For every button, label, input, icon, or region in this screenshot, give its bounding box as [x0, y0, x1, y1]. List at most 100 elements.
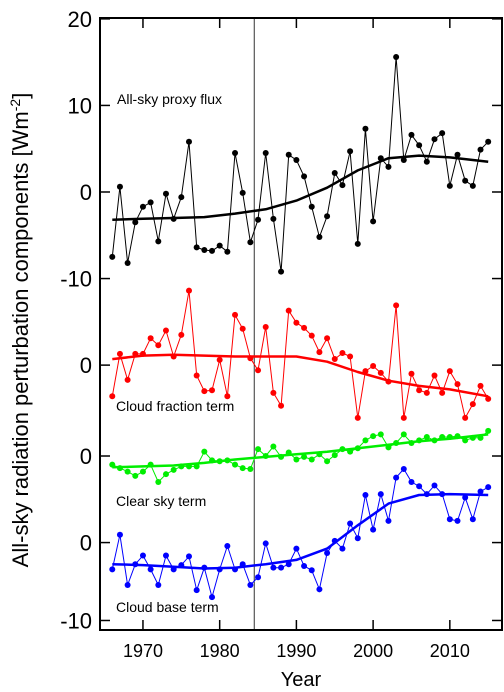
data-point: [485, 427, 492, 434]
data-point: [393, 53, 400, 60]
data-point: [255, 216, 262, 223]
x-tick-label: 1980: [200, 641, 240, 661]
data-point: [324, 549, 331, 556]
y-label-sup: -2: [7, 99, 23, 112]
data-point: [255, 574, 262, 581]
data-point: [439, 130, 446, 137]
data-point: [193, 372, 200, 379]
data-point: [362, 125, 369, 132]
data-point: [224, 248, 231, 255]
data-point: [139, 468, 146, 475]
data-point: [201, 388, 208, 395]
data-point: [124, 468, 131, 475]
data-point: [408, 478, 415, 485]
data-point: [400, 465, 407, 472]
x-tick-label: 2000: [353, 641, 393, 661]
data-point: [301, 562, 308, 569]
data-point: [109, 253, 116, 260]
data-point: [293, 456, 300, 463]
data-point: [454, 517, 461, 524]
data-point: [354, 535, 361, 542]
data-point: [216, 356, 223, 363]
data-point: [462, 177, 469, 184]
data-point: [400, 431, 407, 438]
x-tick-label: 2010: [430, 641, 470, 661]
x-tick-label: 1970: [123, 641, 163, 661]
data-point: [162, 327, 169, 334]
data-point: [293, 545, 300, 552]
data-point: [124, 581, 131, 588]
data-point: [462, 437, 469, 444]
data-point: [301, 453, 308, 460]
data-point: [469, 401, 476, 408]
data-point: [423, 389, 430, 396]
data-point: [477, 488, 484, 495]
data-point: [201, 246, 208, 253]
data-point: [308, 332, 315, 339]
data-point: [278, 402, 285, 409]
data-point: [139, 203, 146, 210]
data-point: [239, 189, 246, 196]
data-point: [262, 540, 269, 547]
data-point: [377, 431, 384, 438]
y-tick-label: 10: [68, 93, 92, 118]
data-point: [416, 387, 423, 394]
data-point: [270, 443, 277, 450]
data-point: [155, 478, 162, 485]
y-axis-label: All-sky radiation perturbation component…: [7, 93, 33, 568]
data-point: [308, 203, 315, 210]
data-point: [316, 349, 323, 356]
data-point: [400, 414, 407, 421]
data-point: [347, 353, 354, 360]
data-point: [485, 395, 492, 402]
data-point: [224, 393, 231, 400]
data-point: [255, 446, 262, 453]
data-point: [270, 564, 277, 571]
x-tick-label: 1990: [276, 641, 316, 661]
data-point: [139, 552, 146, 559]
data-point: [216, 242, 223, 249]
data-point: [423, 433, 430, 440]
data-point: [155, 342, 162, 349]
data-point: [293, 319, 300, 326]
y-tick-label: 0: [80, 531, 92, 556]
data-point: [354, 414, 361, 421]
x-axis-label: Year: [281, 669, 322, 691]
data-point: [285, 151, 292, 158]
annotation: All-sky proxy flux: [117, 91, 222, 107]
data-point: [170, 466, 177, 473]
data-point: [439, 389, 446, 396]
data-point: [431, 372, 438, 379]
data-point: [462, 494, 469, 501]
data-point: [416, 142, 423, 149]
data-point: [116, 350, 123, 357]
data-point: [109, 393, 116, 400]
data-point: [393, 474, 400, 481]
y-tick-label: 0: [80, 444, 92, 469]
data-point: [469, 516, 476, 523]
data-point: [324, 213, 331, 220]
annotation: Cloud base term: [116, 599, 219, 615]
data-point: [285, 561, 292, 568]
data-point: [431, 136, 438, 143]
data-point: [209, 387, 216, 394]
smooth-line: [112, 492, 489, 570]
data-point: [316, 586, 323, 593]
data-point: [400, 156, 407, 163]
data-point: [339, 182, 346, 189]
data-point: [408, 370, 415, 377]
data-point: [162, 190, 169, 197]
data-point: [324, 335, 331, 342]
smooth-line: [112, 433, 489, 469]
data-point: [185, 138, 192, 145]
data-point: [370, 362, 377, 369]
data-point: [116, 531, 123, 538]
data-point: [262, 324, 269, 331]
annotation: Cloud fraction term: [116, 398, 234, 414]
data-point: [155, 581, 162, 588]
data-point: [446, 182, 453, 189]
data-point: [239, 465, 246, 472]
data-point: [185, 287, 192, 294]
data-point: [193, 587, 200, 594]
